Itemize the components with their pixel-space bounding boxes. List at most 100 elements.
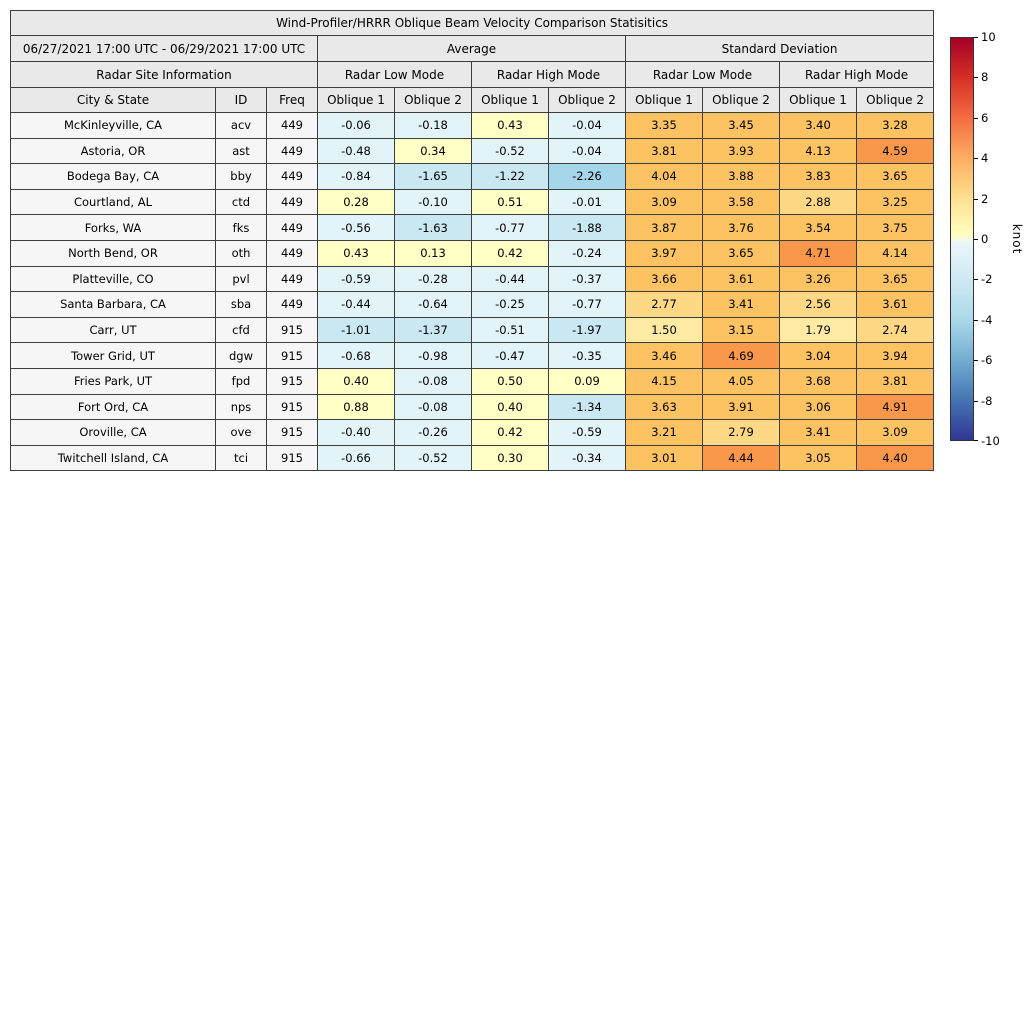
std-low-mode-header: Radar Low Mode	[625, 61, 780, 88]
city-cell: McKinleyville, CA	[10, 112, 216, 139]
city-cell: Fries Park, UT	[10, 367, 216, 395]
colorbar-tick-mark	[974, 117, 978, 119]
value-cell: 4.05	[702, 367, 780, 395]
value-cell: -1.34	[548, 393, 626, 421]
value-cell: 4.71	[779, 239, 857, 267]
value-cell: -2.26	[548, 163, 626, 190]
freq-cell: 449	[266, 291, 318, 318]
period-range: 06/27/2021 17:00 UTC - 06/29/2021 17:00 …	[10, 35, 318, 62]
id-cell: ast	[215, 137, 267, 165]
value-cell: 3.01	[625, 444, 703, 472]
avg-low-mode-header: Radar Low Mode	[317, 61, 472, 88]
value-cell: -0.34	[548, 444, 626, 472]
value-cell: 3.41	[779, 419, 857, 446]
value-cell: -0.47	[471, 342, 549, 369]
table-row: Bodega Bay, CA bby 449 -0.84 -1.65 -1.22 -2.26…	[10, 163, 935, 190]
value-cell: -0.08	[394, 367, 472, 395]
colorbar-tick-label: -2	[981, 272, 993, 287]
freq-cell: 449	[266, 214, 318, 241]
value-cell: 3.91	[702, 393, 780, 421]
value-cell: -0.37	[548, 265, 626, 293]
value-cell: -0.01	[548, 188, 626, 216]
col-oblique-4: Oblique 2	[548, 87, 626, 113]
table-row: North Bend, OR oth 449 0.43 0.13 0.42 -0.24 3.9…	[10, 239, 935, 267]
freq-cell: 915	[266, 419, 318, 446]
colorbar-tick-label: 4	[981, 151, 989, 166]
value-cell: 3.46	[625, 342, 703, 369]
group-header-row: 06/27/2021 17:00 UTC - 06/29/2021 17:00 …	[10, 35, 935, 62]
col-oblique-1: Oblique 1	[317, 87, 395, 113]
value-cell: 4.40	[855, 444, 935, 472]
value-cell: 0.50	[471, 367, 549, 395]
value-cell: -0.08	[394, 393, 472, 421]
value-cell: 3.65	[855, 163, 935, 190]
colorbar-tick-label: 8	[981, 70, 989, 85]
mode-header-row: Radar Site Information Radar Low Mode Ra…	[10, 61, 935, 88]
value-cell: -1.22	[471, 163, 549, 190]
value-cell: -0.56	[317, 214, 395, 241]
freq-cell: 449	[266, 265, 318, 293]
value-cell: -0.52	[394, 444, 472, 472]
value-cell: -0.68	[317, 342, 395, 369]
value-cell: 3.61	[855, 291, 935, 318]
value-cell: 4.69	[702, 342, 780, 369]
id-cell: nps	[215, 393, 267, 421]
colorbar-unit-label: knot	[1010, 223, 1024, 255]
value-cell: -0.59	[548, 419, 626, 446]
freq-cell: 915	[266, 393, 318, 421]
city-cell: Astoria, OR	[10, 137, 216, 165]
table-row: Carr, UT cfd 915 -1.01 -1.37 -0.51 -1.97 1.50 3.…	[10, 316, 935, 344]
value-cell: -1.37	[394, 316, 472, 344]
value-cell: 0.34	[394, 137, 472, 165]
value-cell: 3.87	[625, 214, 703, 241]
col-oblique-3: Oblique 1	[471, 87, 549, 113]
value-cell: -1.88	[548, 214, 626, 241]
colorbar-tick-label: -8	[981, 393, 993, 408]
col-id: ID	[215, 87, 267, 113]
colorbar-tick-mark	[974, 198, 978, 200]
value-cell: 0.88	[317, 393, 395, 421]
value-cell: 3.58	[702, 188, 780, 216]
value-cell: -0.48	[317, 137, 395, 165]
id-cell: oth	[215, 239, 267, 267]
value-cell: 3.26	[779, 265, 857, 293]
id-cell: tci	[215, 444, 267, 472]
value-cell: 3.09	[625, 188, 703, 216]
value-cell: 2.56	[779, 291, 857, 318]
value-cell: -0.98	[394, 342, 472, 369]
col-freq: Freq	[266, 87, 318, 113]
colorbar-tick-mark	[974, 37, 978, 38]
city-cell: North Bend, OR	[10, 239, 216, 267]
col-oblique-6: Oblique 2	[702, 87, 780, 113]
avg-high-mode-header: Radar High Mode	[471, 61, 626, 88]
value-cell: 3.66	[625, 265, 703, 293]
colorbar-tick-mark	[974, 400, 978, 402]
value-cell: 3.68	[779, 367, 857, 395]
colorbar: 10 8 6 4 2 0 -2 -4 -6 -8 -10 knot	[950, 30, 1024, 448]
id-cell: sba	[215, 291, 267, 318]
value-cell: -0.35	[548, 342, 626, 369]
freq-cell: 449	[266, 112, 318, 139]
value-cell: 3.06	[779, 393, 857, 421]
value-cell: 2.74	[855, 316, 935, 344]
id-cell: fks	[215, 214, 267, 241]
site-info-header: Radar Site Information	[10, 61, 318, 88]
colorbar-tick-mark	[974, 360, 978, 362]
value-cell: -1.97	[548, 316, 626, 344]
value-cell: 3.81	[855, 367, 935, 395]
value-cell: 0.40	[471, 393, 549, 421]
table-row: Courtland, AL ctd 449 0.28 -0.10 0.51 -0.01 3.0…	[10, 188, 935, 216]
value-cell: -0.64	[394, 291, 472, 318]
col-oblique-2: Oblique 2	[394, 87, 472, 113]
id-cell: ctd	[215, 188, 267, 216]
id-cell: fpd	[215, 367, 267, 395]
value-cell: -0.26	[394, 419, 472, 446]
value-cell: 4.04	[625, 163, 703, 190]
table-row: Fries Park, UT fpd 915 0.40 -0.08 0.50 0.09 4.1…	[10, 367, 935, 395]
value-cell: 3.28	[855, 112, 935, 139]
value-cell: 3.05	[779, 444, 857, 472]
value-cell: -0.24	[548, 239, 626, 267]
id-cell: cfd	[215, 316, 267, 344]
value-cell: 3.97	[625, 239, 703, 267]
